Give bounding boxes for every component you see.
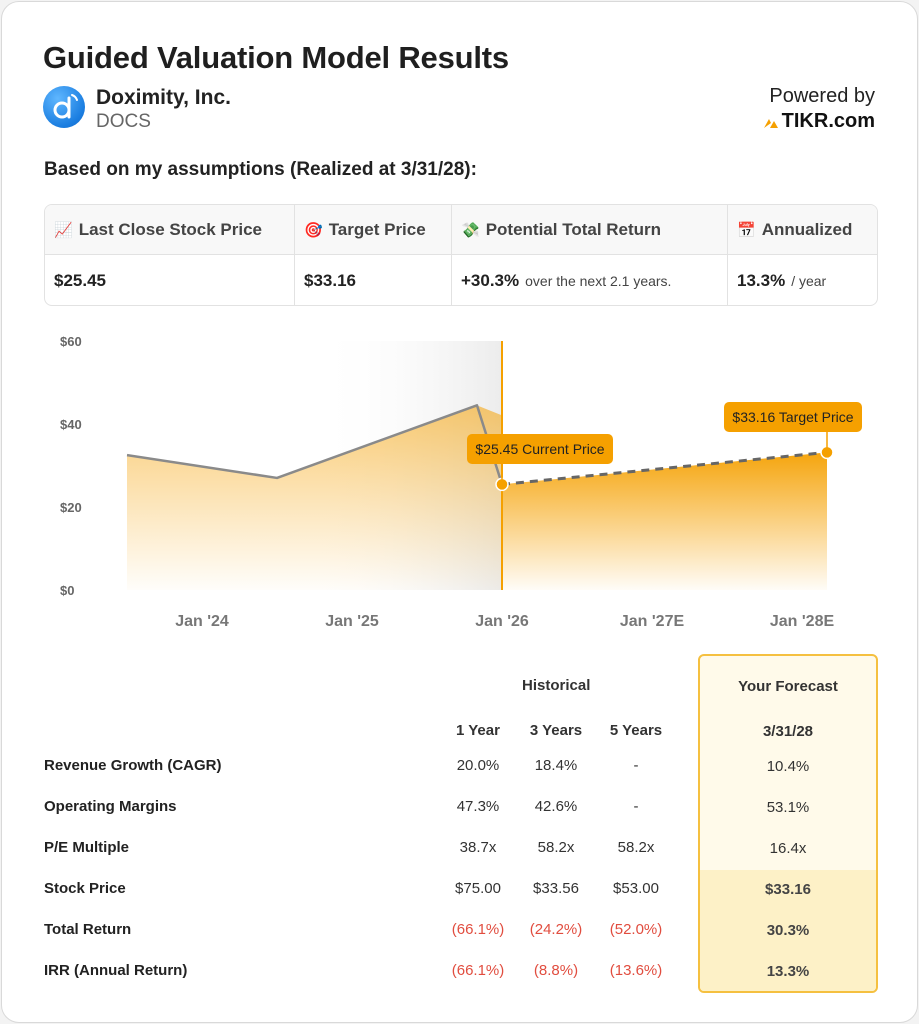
forecast-line [501,450,828,486]
annualized-value: 13.3% / year [728,255,877,305]
powered-by-label: Powered by [769,85,875,107]
table-cell: - [633,757,639,774]
forecast-cell: 13.3% [766,963,810,980]
chart-increasing-icon: 📈 [54,221,73,239]
summary-header-last-close: 📈 Last Close Stock Price [45,205,295,255]
x-tick-label: Jan '26 [475,613,529,630]
summary-header-label: Target Price [328,219,426,239]
forecast-column-box [698,654,878,993]
table-cell: $33.56 [533,880,579,897]
table-cell: (66.1%) [451,921,505,938]
forecast-area [502,452,827,590]
y-tick-label: $60 [60,334,82,349]
summary-header-annualized: 📅 Annualized [728,205,877,255]
row-label: Stock Price [44,880,126,897]
forecast-cell: $33.16 [765,881,811,898]
money-wings-icon: 💸 [461,221,480,239]
target-price-label: $33.16 Target Price [732,409,853,425]
x-tick-label: Jan '27E [620,613,685,630]
table-cell: (66.1%) [451,962,505,979]
table-cell: $75.00 [455,880,501,897]
row-label: Total Return [44,921,132,938]
table-cell: 38.7x [459,839,497,856]
summary-header-label: Potential Total Return [485,219,662,239]
x-tick-label: Jan '28E [770,613,835,630]
table-cell: 58.2x [617,839,655,856]
row-label: Revenue Growth (CAGR) [44,757,222,774]
summary-header-total-return: 💸 Potential Total Return [452,205,728,255]
table-cell: - [633,798,639,815]
table-cell: 42.6% [534,798,578,815]
historical-header: Historical [522,677,591,694]
table-cell: (13.6%) [609,962,663,979]
column-1-year: 1 Year [456,722,500,739]
forecast-highlight-band [700,870,876,991]
price-chart: $60 $40 $20 $0 Jan '24 Jan '25 Jan '26 Jan '27E… [60,334,862,630]
target-price-box [724,402,862,432]
annualized-subtext: / year [791,273,827,289]
row-label: Operating Margins [44,798,177,815]
tikr-brand-label: TIKR.com [781,110,875,132]
table-cell: (52.0%) [609,921,663,938]
table-cell: (8.8%) [533,962,579,979]
table-cell: 47.3% [456,798,500,815]
target-price-value: $33.16 [295,255,452,305]
current-price-box [467,434,613,464]
forecast-cell: 10.4% [766,758,810,775]
table-cell: (24.2%) [529,921,583,938]
page-title: Guided Valuation Model Results [43,40,509,75]
column-forecast-date: 3/31/28 [762,723,814,740]
summary-header-label: Last Close Stock Price [78,219,262,239]
company-name: Doximity, Inc. [96,86,231,109]
forecast-cell: 30.3% [766,922,810,939]
column-5-years: 5 Years [609,722,663,739]
total-return-subtext: over the next 2.1 years. [525,273,672,289]
table-cell: 18.4% [534,757,578,774]
y-tick-label: $20 [60,500,82,515]
row-label: IRR (Annual Return) [44,962,188,979]
calendar-icon: 📅 [737,221,756,239]
current-price-label: $25.45 Current Price [475,441,604,457]
summary-header-target: 🎯 Target Price [295,205,452,255]
summary-table: 📈 Last Close Stock Price 🎯 Target Price … [44,204,878,306]
table-cell: 20.0% [456,757,500,774]
last-close-value: $25.45 [45,255,295,305]
table-cell: 58.2x [537,839,575,856]
forecast-cell: 16.4x [769,840,807,857]
x-tick-label: Jan '24 [175,613,229,630]
column-3-years: 3 Years [529,722,583,739]
summary-header-label: Annualized [761,219,853,239]
assumptions-heading: Based on my assumptions (Realized at 3/3… [44,159,477,180]
total-return-number: +30.3% [461,271,520,290]
target-icon: 🎯 [304,221,323,239]
y-tick-label: $40 [60,417,82,432]
y-tick-label: $0 [60,583,74,598]
tikr-logo-icon [763,118,778,128]
annualized-number: 13.3% [737,271,786,290]
company-ticker: DOCS [96,111,151,132]
x-tick-label: Jan '25 [325,613,379,630]
row-label: P/E Multiple [44,839,130,856]
forecast-cell: 53.1% [766,799,810,816]
forecast-header: Your Forecast [738,678,838,695]
table-cell: $53.00 [613,880,659,897]
tikr-brand[interactable]: TIKR.com [763,110,875,133]
historical-area [127,405,502,590]
doximity-logo [43,86,85,128]
total-return-value: +30.3% over the next 2.1 years. [452,255,728,305]
